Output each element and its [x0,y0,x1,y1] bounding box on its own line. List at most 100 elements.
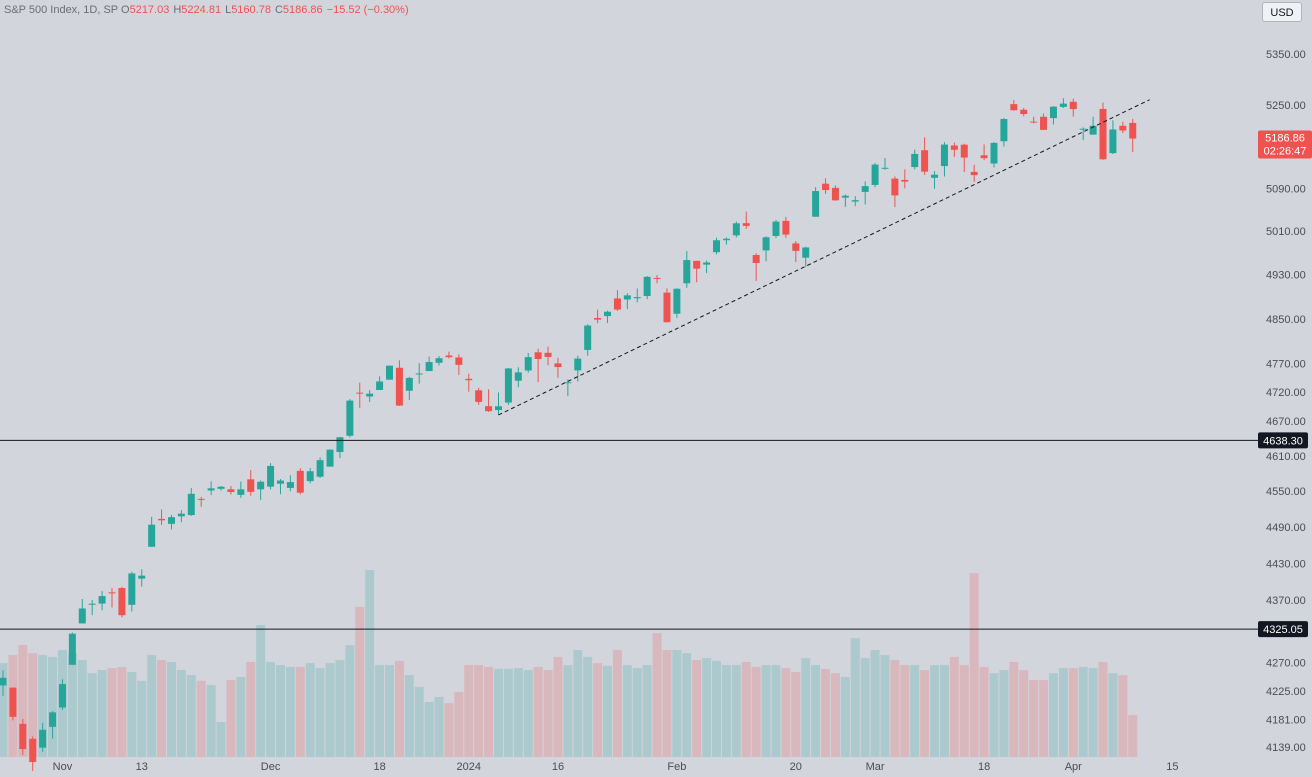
candle-body [613,298,621,310]
volume-bar [18,645,28,757]
x-tick-label: Apr [1065,761,1082,773]
volume-bar [1128,715,1138,757]
volume-bar [315,668,325,757]
countdown-label: 02:26:47 [1264,145,1307,157]
x-tick-label: 16 [552,761,564,773]
candle-body [693,260,701,269]
x-tick-label: Dec [261,761,281,773]
hline-label: 4638.30 [1263,435,1303,447]
volume-bar [474,665,484,757]
candle-body [167,517,175,524]
volume-bar [325,663,335,757]
candle-body [841,195,849,198]
candle-body [1049,106,1057,119]
candle-body [485,406,493,412]
volume-bar [900,665,910,757]
x-tick-label: 13 [136,761,148,773]
volume-bar [117,666,127,757]
candle-body [19,723,27,750]
volume-bar [731,665,741,757]
y-tick-label: 4770.00 [1266,359,1306,371]
candle-body [950,145,958,150]
volume-bar [622,665,632,757]
volume-bar [979,666,989,757]
volume-bar [672,650,682,757]
y-tick-label: 4550.00 [1266,486,1306,498]
candle-body [1069,101,1077,110]
y-tick-label: 5090.00 [1266,183,1306,195]
candle-body [604,311,612,317]
candle-body [316,460,324,477]
y-tick-label: 4930.00 [1266,270,1306,282]
volume-bar [77,660,87,757]
candle-body [901,179,909,182]
candle-body [237,489,245,495]
candle-body [782,220,790,235]
candle-body [98,596,106,604]
volume-bar [939,665,949,757]
volume-bar [454,691,464,757]
volume-bar [662,650,672,757]
candle-body [851,200,859,202]
field-key: L [225,4,232,16]
volume-bar [603,665,613,757]
x-tick-label: Mar [866,761,885,773]
candle-body [1059,103,1067,107]
volume-bar [1048,673,1058,757]
candle-body [267,465,275,487]
currency-button[interactable]: USD [1262,2,1302,22]
field-value: 5224.81 [181,4,222,16]
volume-bar [830,673,840,757]
candle-body [742,223,750,226]
volume-bar [1039,680,1049,757]
y-tick-label: 5250.00 [1266,100,1306,112]
candle-body [861,186,869,192]
volume-bar [751,666,761,757]
hline-label: 4325.05 [1263,624,1303,636]
candle-body [544,352,552,357]
candle-body [831,187,839,201]
x-tick-label: Nov [53,761,73,773]
candle-body [1010,104,1018,111]
candle-body [762,237,770,251]
volume-bar [999,670,1009,757]
candle-body [524,357,532,371]
volume-bar [890,660,900,757]
candle-body [495,406,502,411]
candle-body [177,513,185,517]
volume-bar [553,656,563,757]
candle-body [435,358,443,363]
field-key: H [173,4,182,16]
candle-body [911,153,919,168]
y-tick-label: 4430.00 [1266,558,1306,570]
volume-bar [503,668,513,757]
volume-bar [1098,661,1108,757]
volume-bar [593,663,603,757]
candle-body [822,183,830,191]
volume-bar [394,660,404,757]
candle-body [802,247,810,258]
candle-body [931,174,939,178]
volume-bar [850,638,860,757]
volume-bar [741,661,751,757]
candle-body [1089,125,1097,135]
candle-body [673,288,681,314]
volume-bar [652,633,662,757]
candle-body [376,381,384,391]
symbol: S&P 500 Index, 1D, SP [4,4,118,16]
volume-bar [533,666,543,757]
candle-body [980,155,988,159]
volume-bar [702,658,712,757]
candle-body [921,150,929,172]
volume-bar [206,685,216,757]
candle-body [405,377,413,391]
volume-bar [692,660,702,757]
candle-body [1000,118,1008,142]
volume-bar [295,666,305,757]
candle-body [633,297,641,299]
volume-bar [137,680,147,757]
volume-bar [840,676,850,757]
candle-body [752,255,760,264]
y-tick-label: 4225.00 [1266,686,1306,698]
volume-bar [761,665,771,757]
